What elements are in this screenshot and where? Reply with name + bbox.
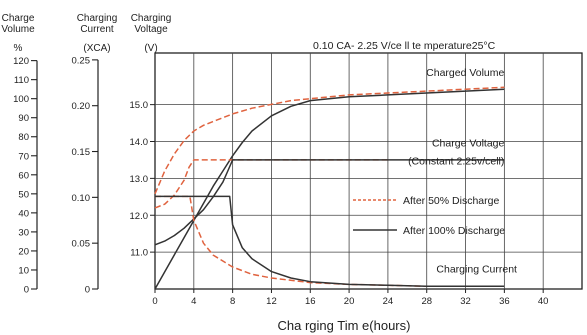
voltage-axis-unit: (V) xyxy=(144,43,157,54)
curve-annotation: Charged Volume xyxy=(426,67,504,79)
volume-tick-label: 40 xyxy=(18,208,29,219)
volume-axis-header: Charge xyxy=(2,13,35,24)
voltage-tick-label: 11.0 xyxy=(130,248,148,259)
x-tick-label: 32 xyxy=(460,296,471,307)
volume-tick-label: 60 xyxy=(18,170,29,181)
plot-layer xyxy=(154,86,505,290)
x-tick-label: 40 xyxy=(538,296,549,307)
volume-tick-label: 30 xyxy=(18,227,29,238)
x-tick-label: 36 xyxy=(499,296,510,307)
x-tick-label: 8 xyxy=(230,296,235,307)
volume-axis-unit: % xyxy=(14,43,23,54)
text-layer: 0.10 CA- 2.25 V/ce ll te mperature25°C C… xyxy=(1,13,548,333)
charging-current-100pct-series-line xyxy=(155,195,505,288)
current-tick-label: 0 xyxy=(85,285,90,296)
current-axis-unit: (XCA) xyxy=(83,43,110,54)
curve-annotation: Charging Current xyxy=(436,264,517,276)
current-tick-label: 0.25 xyxy=(72,55,91,66)
volume-tick-label: 50 xyxy=(18,189,29,200)
chart-title: 0.10 CA- 2.25 V/ce ll te mperature25°C xyxy=(313,40,496,52)
voltage-tick-label: 12.0 xyxy=(130,211,149,222)
x-tick-label: 24 xyxy=(383,296,394,307)
volume-axis-header: Volume xyxy=(1,24,35,35)
x-tick-label: 4 xyxy=(191,296,196,307)
curve-annotation: (Constant 2.25v/cell) xyxy=(408,156,504,168)
current-tick-label: 0.15 xyxy=(72,147,91,158)
current-axis-header: Charging xyxy=(77,13,118,24)
volume-tick-label: 120 xyxy=(13,56,29,67)
current-tick-label: 0.05 xyxy=(72,239,91,250)
legend-entry: After 100% Discharge xyxy=(403,225,505,237)
volume-tick-label: 20 xyxy=(18,246,29,257)
x-tick-label: 20 xyxy=(344,296,355,307)
charged-volume-100pct-series-line xyxy=(154,88,505,290)
volume-tick-label: 70 xyxy=(18,151,29,162)
charged-volume-50pct-series-line xyxy=(154,86,505,195)
current-tick-label: 0.20 xyxy=(72,101,91,112)
volume-tick-label: 80 xyxy=(18,132,29,143)
volume-tick-label: 10 xyxy=(18,265,29,276)
voltage-tick-label: 13.0 xyxy=(130,174,149,185)
plot-frame xyxy=(154,52,583,290)
x-tick-label: 12 xyxy=(266,296,277,307)
x-tick-label: 28 xyxy=(421,296,432,307)
curve-annotation: Charge Voltage xyxy=(432,138,505,150)
voltage-tick-label: 14.0 xyxy=(130,137,149,148)
x-tick-label: 0 xyxy=(152,296,157,307)
volume-tick-label: 0 xyxy=(24,285,29,296)
current-tick-label: 0.10 xyxy=(72,193,91,204)
voltage-tick-label: 15.0 xyxy=(130,100,149,111)
voltage-axis-header: Charging xyxy=(131,13,172,24)
legend-entry: After 50% Discharge xyxy=(403,195,499,207)
x-axis-label: Cha rging Tim e(hours) xyxy=(278,318,411,333)
charge-voltage-100pct-series-line xyxy=(154,159,505,246)
x-tick-label: 16 xyxy=(305,296,316,307)
volume-tick-label: 110 xyxy=(14,75,29,86)
current-axis-header: Current xyxy=(80,24,114,35)
volume-tick-label: 100 xyxy=(13,94,29,105)
voltage-axis-header: Voltage xyxy=(134,24,168,35)
volume-tick-label: 90 xyxy=(18,113,29,124)
